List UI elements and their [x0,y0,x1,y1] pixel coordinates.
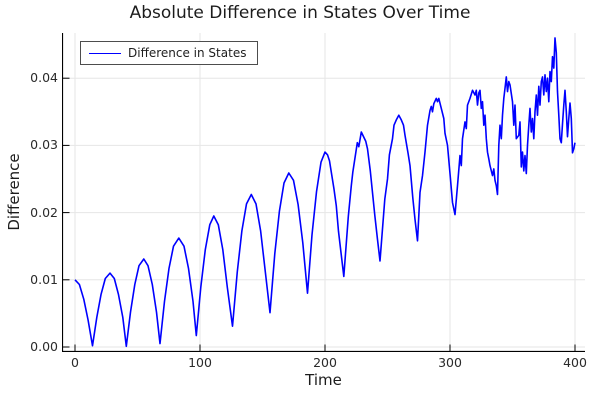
x-tick-label: 0 [71,355,79,370]
legend-box: Difference in States [80,41,259,65]
x-axis-label: Time [305,371,342,389]
series-line [74,37,576,348]
y-tick-label: 0.02 [30,204,58,220]
legend-series-label: Difference in States [128,46,247,60]
legend-line-sample-icon [89,52,121,54]
plot-area: Difference in States [62,33,585,352]
x-tick-label: 400 [563,355,587,370]
line-chart-canvas [62,33,585,352]
y-tick-label: 0.03 [30,137,58,153]
y-tick-label: 0.04 [30,70,58,86]
y-tick-label: 0.00 [30,339,58,354]
x-tick-label: 300 [438,355,462,370]
x-tick-label: 200 [313,355,337,370]
y-tick-label: 0.01 [30,271,58,287]
chart-title: Absolute Difference in States Over Time [129,3,471,23]
x-tick-label: 100 [188,355,212,370]
